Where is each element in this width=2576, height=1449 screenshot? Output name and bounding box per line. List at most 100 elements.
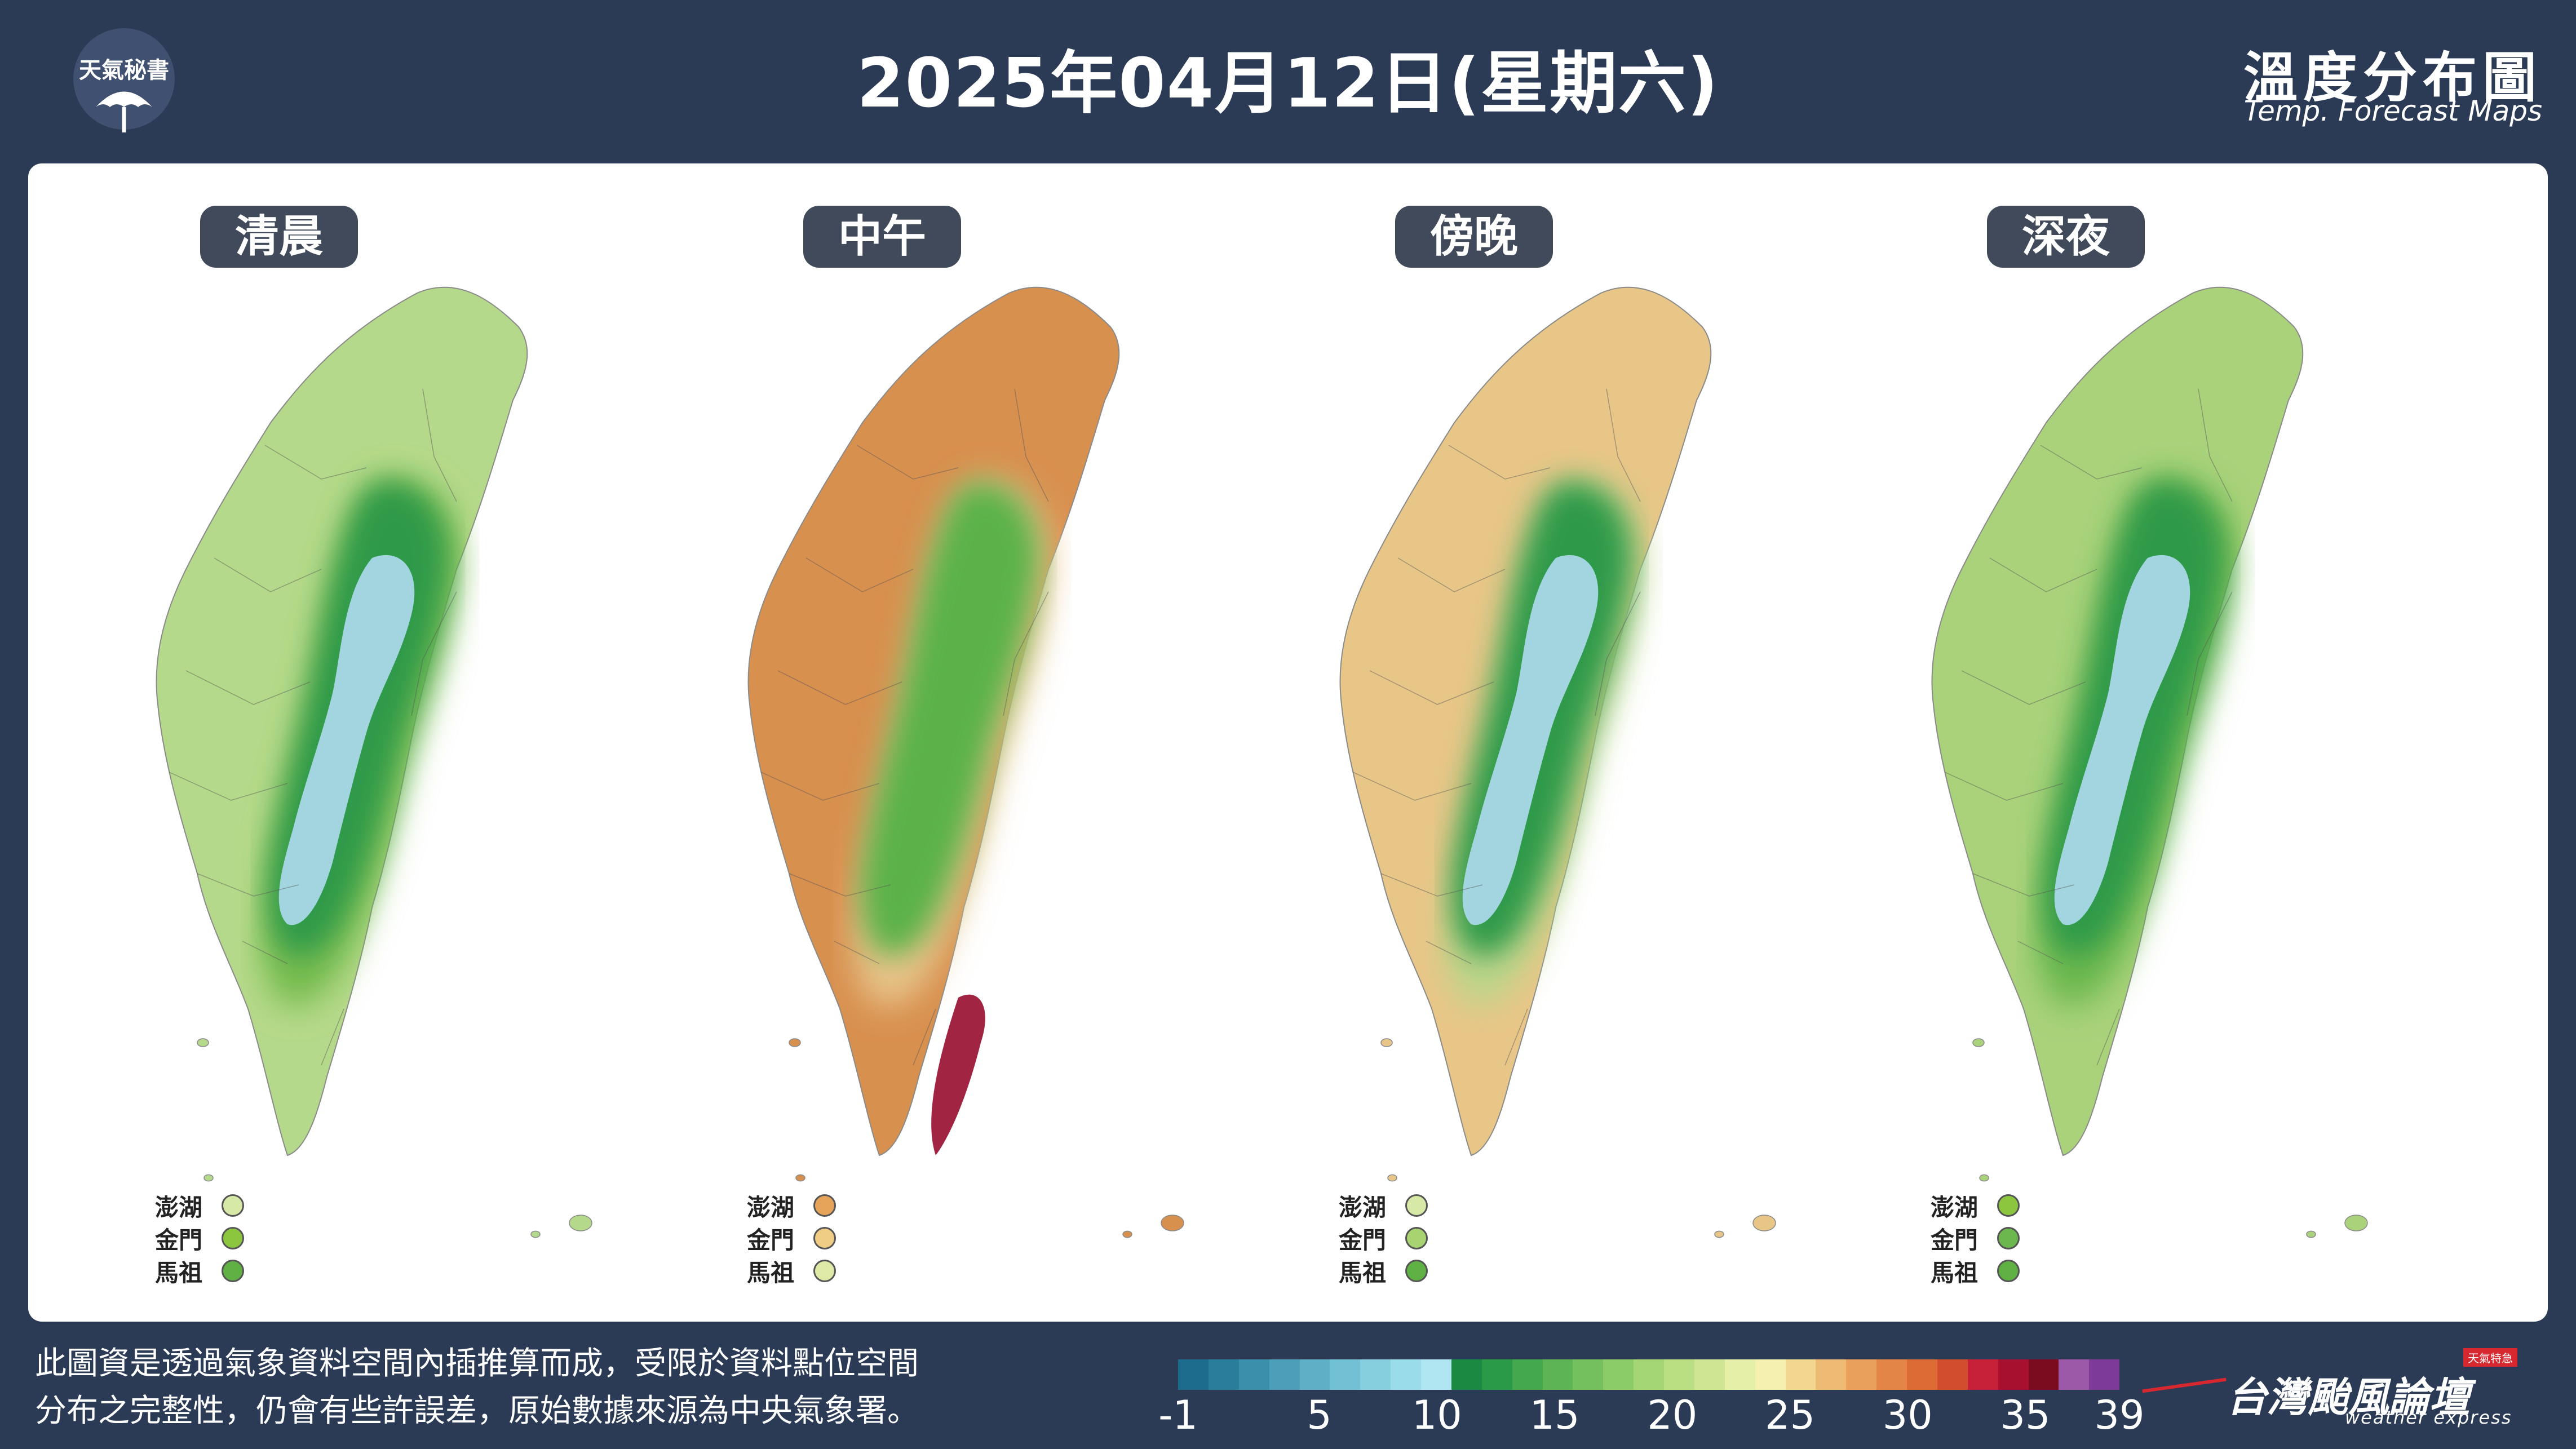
island-legend-row: 馬祖: [155, 1255, 244, 1287]
colorbar-segment: [1208, 1359, 1239, 1390]
offshore-island: [789, 1038, 801, 1047]
island-legend-row: 金門: [1931, 1222, 2020, 1255]
brand-title: 溫度分布圖: [2243, 46, 2542, 109]
colorbar-segment: [1360, 1359, 1391, 1390]
period-label: 傍晚: [1395, 206, 1553, 268]
county-border: [242, 941, 288, 964]
county-border: [1961, 670, 2086, 705]
island-name: 金門: [155, 1226, 203, 1254]
island-temperature-dot: [813, 1194, 836, 1217]
outlying-islands-legend: 澎湖 金門 馬祖: [747, 1189, 836, 1287]
colorbar-segment: [1481, 1359, 1512, 1390]
county-border: [321, 1008, 344, 1066]
temperature-core: [1462, 555, 1599, 925]
county-border: [1426, 941, 1472, 964]
colorbar-segment: [1846, 1359, 1877, 1390]
page-title: 2025年04月12日(星期六): [857, 45, 1719, 123]
logo: 天氣秘書: [73, 28, 175, 141]
county-border: [1944, 772, 2064, 801]
island-temperature-dot: [813, 1227, 836, 1249]
island-temperature-dot: [1997, 1260, 2020, 1282]
map-evening: 傍晚澎湖 金門馬祖: [1212, 163, 1804, 1322]
brand-logo-text: 台灣颱風論壇: [2227, 1373, 2471, 1421]
island-name: 金門: [1931, 1226, 1979, 1254]
county-border: [789, 873, 891, 897]
county-border: [2096, 1008, 2120, 1066]
island-temperature-dot: [1405, 1227, 1428, 1249]
island-name: 馬祖: [1931, 1259, 1979, 1287]
offshore-island: [530, 1230, 541, 1238]
colorbar-segment: [1603, 1359, 1634, 1390]
colorbar-segment: [1542, 1359, 1573, 1390]
county-border: [1003, 591, 1049, 716]
colorbar-segment: [2028, 1359, 2059, 1390]
colorbar-tick-label: 25: [1764, 1392, 1816, 1438]
county-border: [169, 772, 288, 801]
island-name: 馬祖: [1339, 1259, 1387, 1287]
county-border: [422, 388, 457, 502]
colorbar-segment: [1755, 1359, 1786, 1390]
temperature-core: [2054, 555, 2190, 925]
temperature-band-inner: [860, 481, 1039, 956]
county-border: [1369, 670, 1494, 705]
colorbar-tick-label: 30: [1882, 1392, 1933, 1438]
island-name: 澎湖: [1339, 1193, 1387, 1221]
island-temperature-dot: [1405, 1260, 1428, 1282]
island-name: 馬祖: [155, 1259, 203, 1287]
header: 天氣秘書 2025年04月12日(星期六) 溫度分布圖 Temp. Foreca…: [0, 0, 2576, 163]
county-border: [805, 557, 914, 592]
county-border: [2198, 388, 2233, 502]
county-border: [1397, 557, 1506, 592]
island-legend-row: 澎湖: [1931, 1189, 2020, 1222]
colorbar-tick-labels: -1 5 10 15 20 25 30 35 39: [1158, 1392, 2144, 1438]
colorbar-segment: [2089, 1359, 2120, 1390]
colorbar-segment: [1299, 1359, 1330, 1390]
island-name: 馬祖: [747, 1259, 795, 1287]
county-border: [2017, 941, 2064, 964]
island-legend-row: 金門: [1339, 1222, 1428, 1255]
island-legend-row: 馬祖: [747, 1255, 836, 1287]
county-border: [834, 941, 880, 964]
island-legend-row: 馬祖: [1339, 1255, 1428, 1287]
temperature-core: [278, 555, 415, 925]
colorbar-segment: [1451, 1359, 1482, 1390]
colorbar-segment: [1785, 1359, 1816, 1390]
colorbar-segment: [1816, 1359, 1847, 1390]
colorbar-tick-label: 15: [1529, 1392, 1580, 1438]
colorbar-segment: [1724, 1359, 1755, 1390]
taiwan-map: [747, 286, 1184, 1238]
island-legend-row: 金門: [155, 1222, 244, 1255]
island-legend-row: 金門: [747, 1222, 836, 1255]
colorbar-segment: [2059, 1359, 2090, 1390]
offshore-island: [1972, 1038, 1985, 1047]
brand-subtitle: Temp. Forecast Maps: [2243, 95, 2542, 127]
offshore-island: [203, 1174, 214, 1182]
colorbar-tick-label: -1: [1158, 1392, 1198, 1438]
county-border: [197, 873, 299, 897]
colorbar-segment: [1269, 1359, 1300, 1390]
island-temperature-dot: [222, 1260, 244, 1282]
colorbar-segment: [1391, 1359, 1421, 1390]
period-label: 清晨: [200, 206, 358, 268]
offshore-island: [1979, 1174, 1989, 1182]
island-legend-row: 澎湖: [155, 1189, 244, 1222]
county-border: [1989, 557, 2097, 592]
offshore-island: [197, 1038, 209, 1047]
offshore-island: [569, 1215, 592, 1231]
disclaimer-line-1: 此圖資是透過氣象資料空間內插推算而成，受限於資料點位空間: [35, 1345, 919, 1382]
outlying-islands-legend: 澎湖 金門 馬祖: [1339, 1189, 1428, 1287]
taiwan-map: [1339, 286, 1776, 1238]
colorbar-segment: [1967, 1359, 1998, 1390]
county-border: [760, 772, 880, 801]
county-border: [264, 445, 367, 480]
island-temperature-dot: [1997, 1227, 2020, 1249]
offshore-island: [1387, 1174, 1397, 1182]
map-late-night: 深夜 澎湖 金門 馬祖: [1804, 163, 2396, 1322]
island-name: 金門: [747, 1226, 795, 1254]
island-legend-row: 澎湖: [747, 1189, 836, 1222]
island-temperature-dot: [1997, 1194, 2020, 1217]
disclaimer-line-2: 分布之完整性，仍會有些許誤差，原始數據來源為中央氣象署。: [35, 1393, 919, 1429]
colorbar-segment: [1238, 1359, 1269, 1390]
temperature-core: [931, 994, 985, 1155]
island-name: 澎湖: [747, 1193, 795, 1221]
